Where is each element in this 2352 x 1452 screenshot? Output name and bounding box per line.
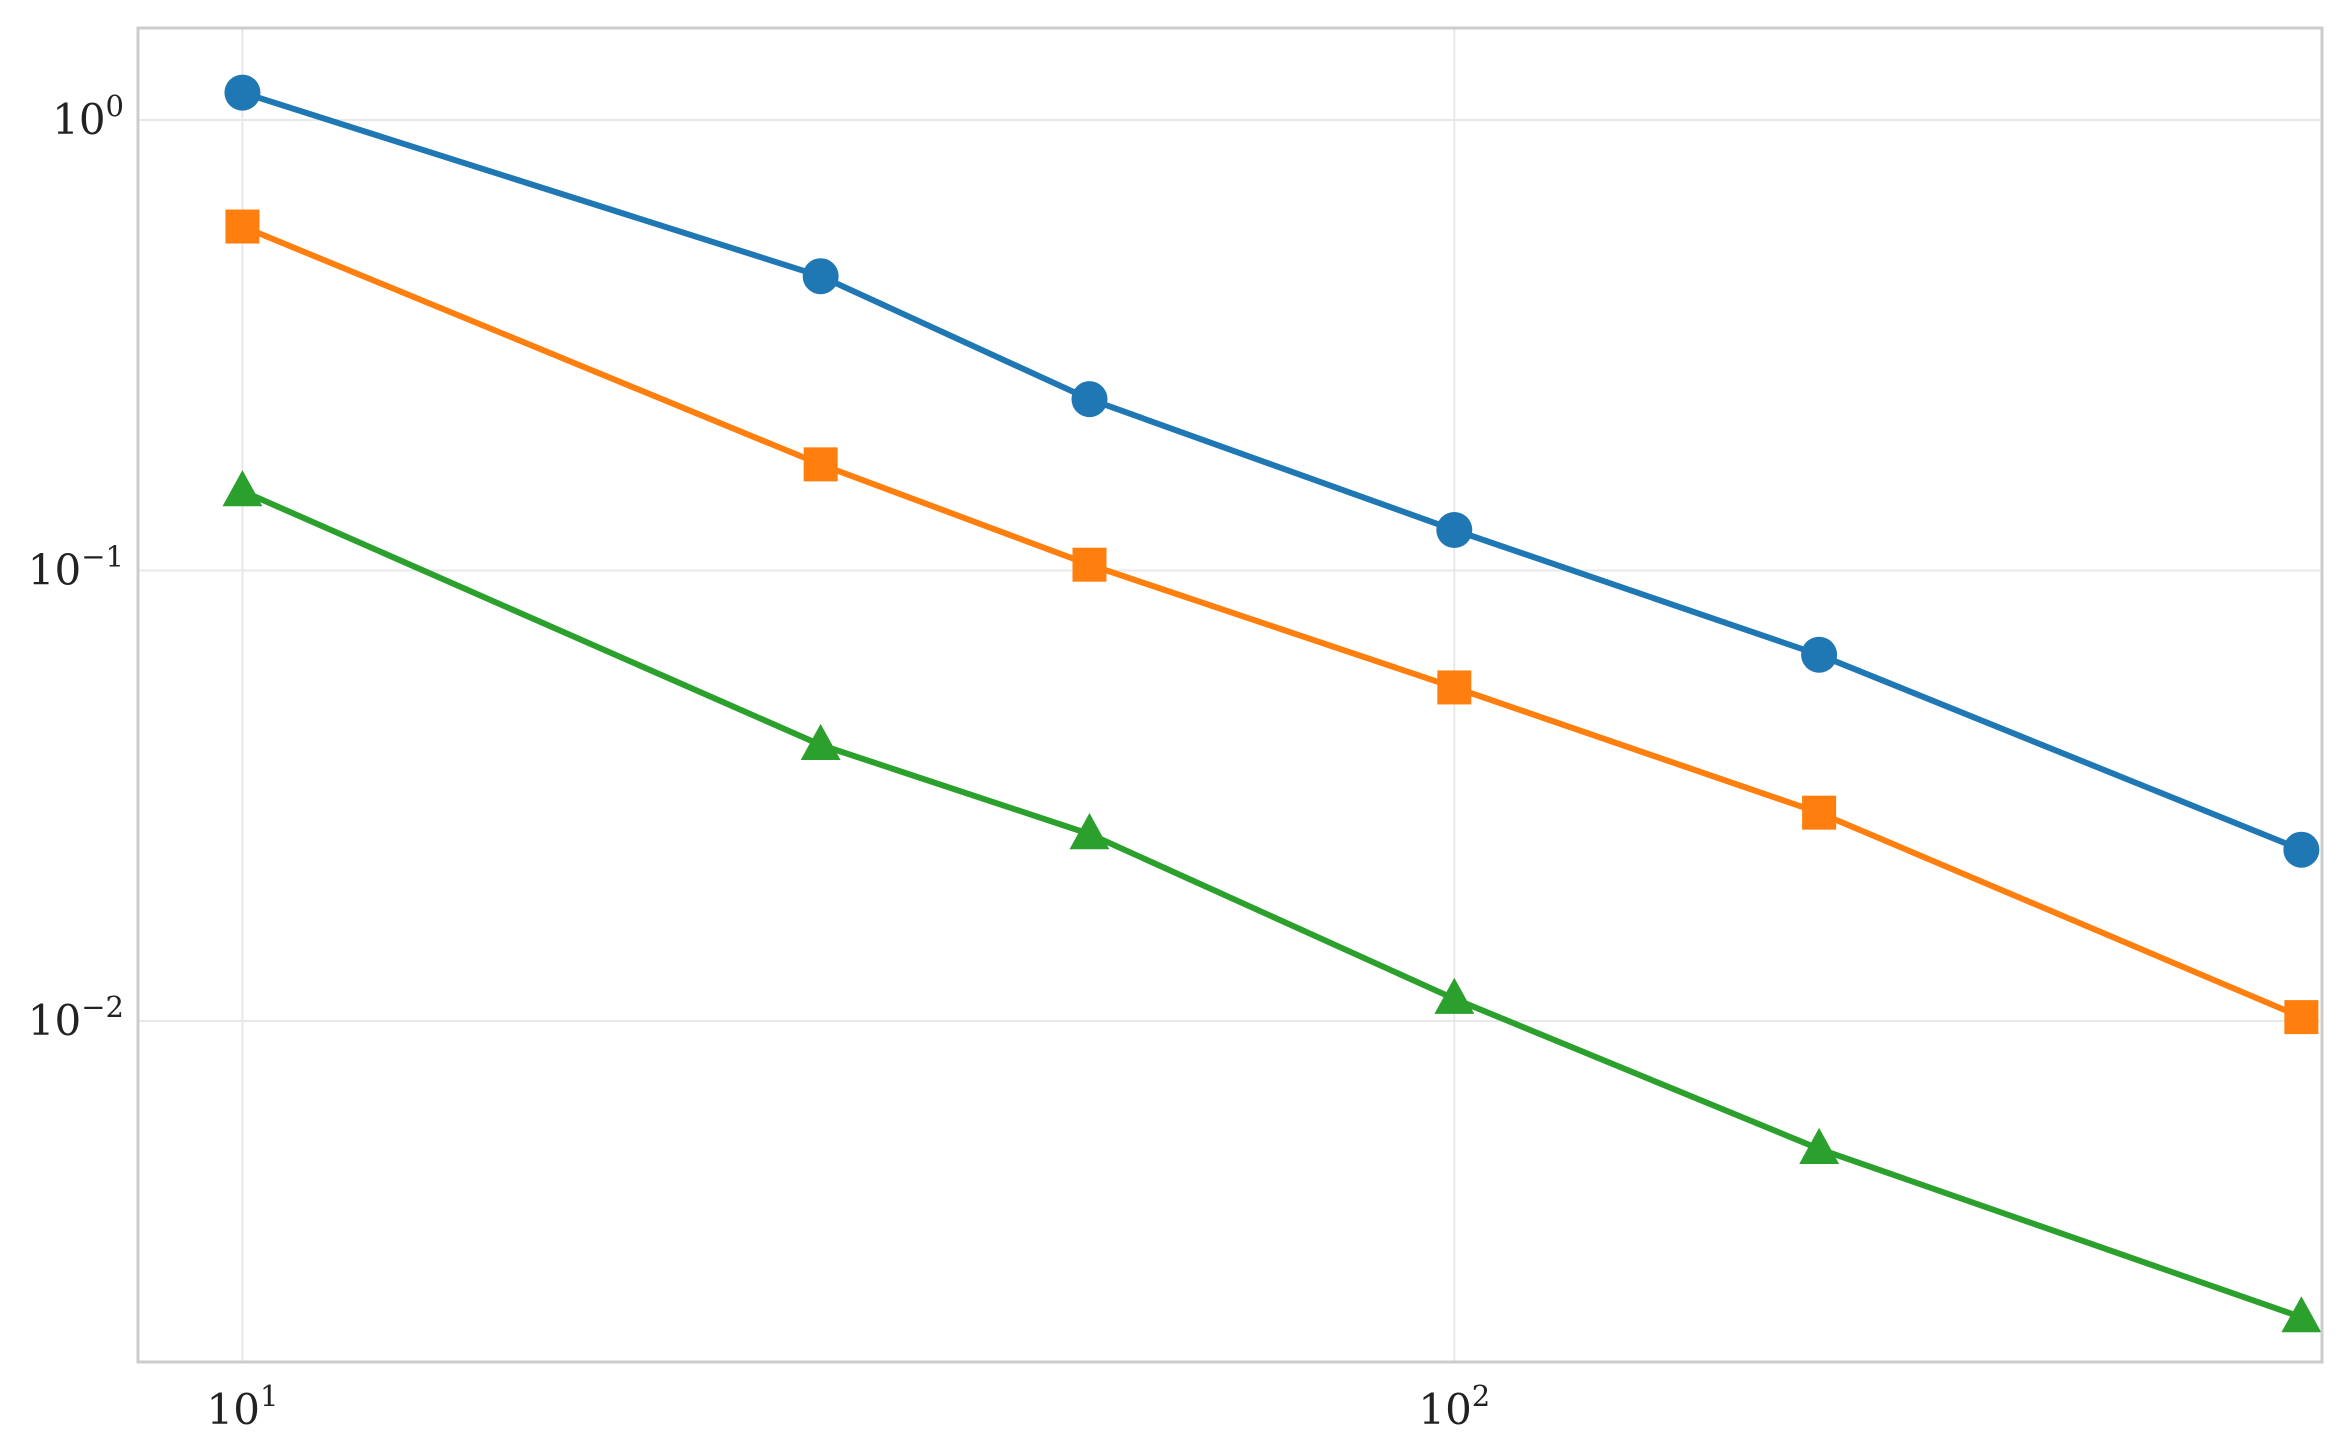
- y-tick-base: 10: [28, 545, 81, 594]
- x-tick-base: 10: [1418, 1385, 1471, 1434]
- y-tick-label: 100: [52, 89, 124, 144]
- series-2-point: [804, 447, 838, 481]
- plot-background: [138, 28, 2322, 1362]
- series-2-point: [1437, 670, 1471, 704]
- y-tick-exponent: −1: [81, 539, 124, 573]
- series-1-point: [224, 75, 260, 111]
- series-2-point: [2284, 1000, 2318, 1034]
- series-1-point: [803, 258, 839, 294]
- y-tick-base: 10: [52, 95, 105, 144]
- y-tick-base: 10: [28, 996, 81, 1045]
- y-tick-label: 10−1: [28, 539, 124, 594]
- series-1-point: [1436, 512, 1472, 548]
- y-tick-exponent: −2: [81, 990, 124, 1024]
- y-tick-exponent: 0: [106, 89, 124, 123]
- series-1-point: [1801, 637, 1837, 673]
- x-tick-base: 10: [206, 1385, 259, 1434]
- x-tick-exponent: 1: [260, 1379, 278, 1413]
- series-2-point: [1072, 548, 1106, 582]
- series-1-point: [1071, 381, 1107, 417]
- y-tick-label: 10−2: [28, 990, 124, 1045]
- series-2-point: [1802, 796, 1836, 830]
- series-2-point: [225, 210, 259, 244]
- x-tick-exponent: 2: [1472, 1379, 1490, 1413]
- x-tick-label: 102: [1418, 1379, 1490, 1434]
- x-axis: 101 102: [206, 1379, 1490, 1434]
- x-tick-label: 101: [206, 1379, 278, 1434]
- series-1-point: [2283, 832, 2319, 868]
